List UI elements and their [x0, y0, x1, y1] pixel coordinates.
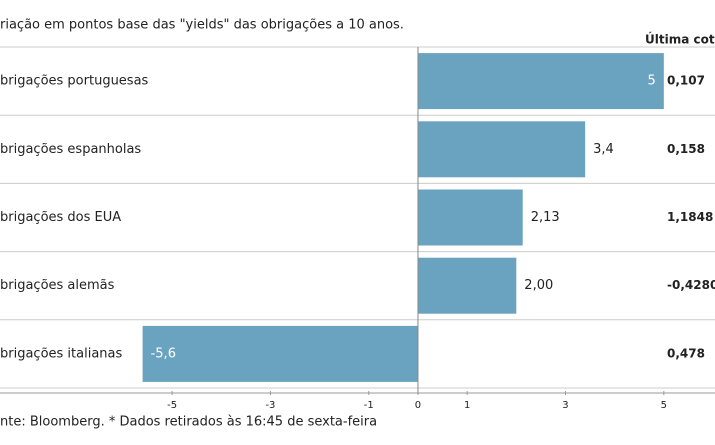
- bar: [142, 325, 418, 382]
- category-label: brigações dos EUA: [0, 210, 121, 225]
- x-tick-label: 5: [661, 400, 667, 411]
- bar: [417, 53, 664, 110]
- value-label: 2,00: [524, 278, 553, 293]
- bar: [417, 189, 523, 246]
- x-tick-label: 1: [464, 400, 470, 411]
- quote: -0,4280: [667, 278, 715, 292]
- bar: [417, 121, 586, 178]
- value-label: 2,13: [531, 210, 560, 225]
- x-tick-label: -1: [364, 400, 374, 411]
- category-label: brigações portuguesas: [0, 74, 149, 89]
- bar: [417, 257, 517, 314]
- quote: 1,1848: [667, 210, 713, 224]
- category-label: brigações alemãs: [0, 278, 115, 293]
- category-label: brigações espanholas: [0, 142, 141, 157]
- quote: 0,158: [667, 142, 705, 156]
- x-tick-label: 0: [415, 400, 421, 411]
- value-label: 3,4: [593, 142, 614, 157]
- value-label: -5,6: [151, 346, 176, 361]
- chart-subtitle: riação em pontos base das "yields" das o…: [0, 18, 404, 33]
- x-tick-label: -5: [167, 400, 177, 411]
- x-tick-label: 3: [562, 400, 568, 411]
- source-note: nte: Bloomberg. * Dados retirados às 16:…: [0, 415, 377, 430]
- column-header: Última cotaç: [645, 32, 715, 47]
- quote: 0,478: [667, 346, 705, 360]
- quote: 0,107: [667, 74, 705, 88]
- x-tick-label: -3: [265, 400, 275, 411]
- category-label: brigações italianas: [0, 346, 123, 361]
- value-label: 5: [648, 74, 656, 89]
